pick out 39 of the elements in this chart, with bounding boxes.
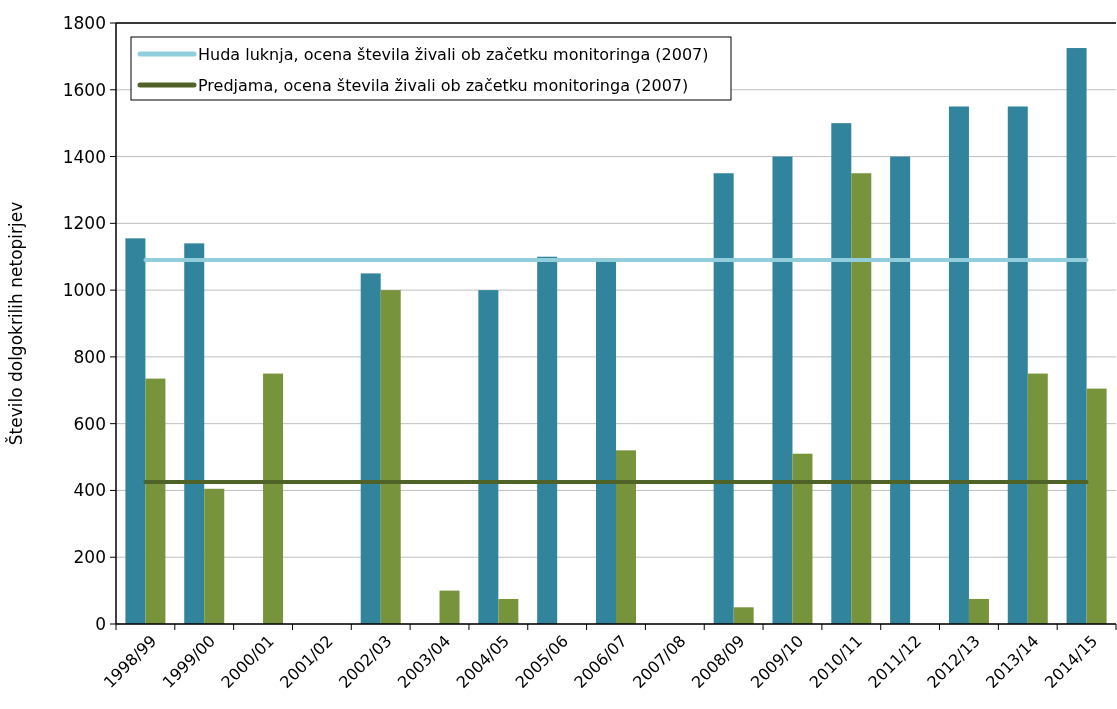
y-tick-label: 1200: [62, 213, 106, 234]
bar: [439, 590, 460, 624]
bar: [1007, 106, 1028, 624]
bar: [851, 173, 872, 624]
y-tick-label: 600: [73, 413, 106, 434]
bar: [1027, 373, 1048, 624]
bar: [713, 173, 734, 624]
bar: [968, 598, 989, 624]
bar: [948, 106, 969, 624]
bar: [263, 373, 284, 624]
y-tick-label: 1600: [62, 79, 106, 100]
y-tick-label: 400: [73, 480, 106, 501]
bar: [596, 261, 616, 624]
y-tick-label: 1400: [62, 146, 106, 167]
y-tick-label: 1000: [62, 280, 106, 301]
y-axis-title: Število dolgokrilih netopirjev: [5, 201, 26, 446]
y-tick-label: 1800: [62, 12, 106, 33]
bar: [1086, 388, 1107, 624]
y-tick-label: 0: [95, 613, 106, 634]
bar: [733, 607, 754, 624]
bar: [125, 238, 146, 624]
bar: [478, 290, 499, 624]
bar: [204, 488, 225, 624]
bar: [498, 598, 519, 624]
bar: [145, 378, 166, 624]
bar: [1066, 48, 1087, 624]
bar: [380, 290, 401, 624]
bar: [537, 256, 558, 624]
bar: [772, 156, 793, 624]
bar: [792, 453, 813, 624]
bar: [360, 273, 381, 624]
y-tick-label: 800: [73, 346, 106, 367]
legend-label: Huda luknja, ocena števila živali ob začetku monitoringa (2007): [198, 44, 709, 64]
legend-label: Predjama, ocena števila živali ob začetku monitoringa (2007): [198, 75, 689, 95]
y-tick-label: 200: [73, 547, 106, 568]
bar: [184, 243, 205, 624]
bar: [616, 450, 636, 624]
bar: [890, 156, 911, 624]
bar: [831, 123, 852, 624]
